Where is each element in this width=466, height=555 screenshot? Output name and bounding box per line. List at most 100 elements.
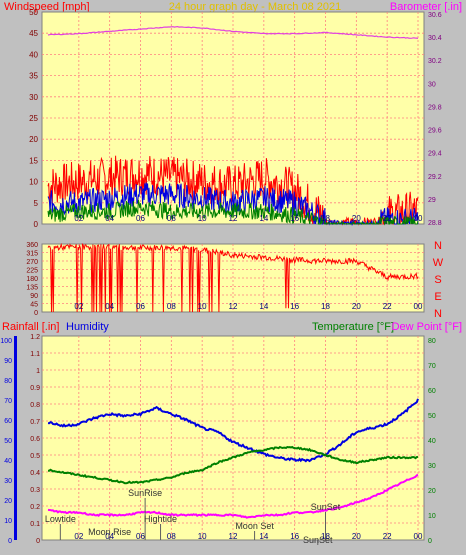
dir-y-tick-label: 135 xyxy=(26,285,38,292)
baro-y-tick-label: 30.4 xyxy=(428,35,442,42)
rain-y-tick-label: 1.1 xyxy=(30,351,40,358)
rain-y-tick-label: 0.5 xyxy=(30,453,40,460)
baro-y-tick-label: 30.6 xyxy=(428,12,442,19)
wind-series-green-line xyxy=(47,199,419,226)
humidity-y-tick-label: 50 xyxy=(4,438,12,445)
event-label: SunSet xyxy=(311,502,341,512)
wind-y-tick-label: 30 xyxy=(29,93,38,102)
dir-y-tick-label: 0 xyxy=(34,310,38,317)
bottom-x-tick-label: 00 xyxy=(414,532,423,541)
humidity-axis-label: Humidity xyxy=(66,321,109,333)
baro-y-tick-label: 30.2 xyxy=(428,58,442,65)
blue-humidity-line xyxy=(47,398,419,463)
rain-y-tick-label: 0.6 xyxy=(30,436,40,443)
rain-y-tick-label: 0.9 xyxy=(30,385,40,392)
dewpoint-axis-label: Dew Point [°F] xyxy=(392,321,462,333)
rain-y-tick-label: 0 xyxy=(36,538,40,545)
event-label: SunSet xyxy=(303,535,333,545)
dir-y-tick-label: 360 xyxy=(26,242,38,249)
humidity-y-tick-label: 100 xyxy=(0,338,12,345)
humidity-y-tick-label: 60 xyxy=(4,418,12,425)
bottom-x-tick-label: 04 xyxy=(105,532,114,541)
event-label: Hightide xyxy=(144,514,177,524)
temp-y-tick-label: 20 xyxy=(428,488,436,495)
wind-series-blue-line xyxy=(47,182,419,226)
bottom-x-tick-label: 02 xyxy=(74,532,83,541)
rain-y-tick-label: 1.2 xyxy=(30,334,40,341)
dir-x-tick-label: 14 xyxy=(259,302,268,311)
humidity-y-tick-label: 80 xyxy=(4,378,12,385)
dir-x-tick-label: 18 xyxy=(321,302,330,311)
wind-y-tick-label: 45 xyxy=(29,29,38,38)
bottom-x-tick-label: 22 xyxy=(383,532,392,541)
compass-label: S xyxy=(434,274,441,286)
wind-x-tick-label: 04 xyxy=(105,214,114,223)
compass-label: N xyxy=(434,308,442,320)
wind-x-tick-label: 00 xyxy=(414,214,423,223)
bottom-x-tick-label: 06 xyxy=(136,532,145,541)
wind-y-tick-label: 35 xyxy=(29,72,38,81)
wind-x-tick-label: 08 xyxy=(167,214,176,223)
compass-label: N xyxy=(434,240,442,252)
event-label: SunRise xyxy=(128,488,162,498)
bottom-x-tick-label: 10 xyxy=(198,532,207,541)
temp-y-tick-label: 40 xyxy=(428,438,436,445)
baro-y-tick-label: 28.8 xyxy=(428,220,442,227)
humidity-y-tick-label: 30 xyxy=(4,478,12,485)
event-label: Moon Rise xyxy=(88,527,131,537)
event-label: Moon Set xyxy=(235,521,274,531)
wind-x-tick-label: 10 xyxy=(198,214,207,223)
wind-x-tick-label: 06 xyxy=(136,214,145,223)
compass-label: E xyxy=(434,291,441,303)
dir-x-tick-label: 20 xyxy=(352,302,361,311)
humidity-y-tick-label: 0 xyxy=(8,538,12,545)
baro-y-tick-label: 29.6 xyxy=(428,128,442,135)
dir-x-tick-label: 02 xyxy=(74,302,83,311)
wind-x-tick-label: 12 xyxy=(229,214,238,223)
green-temperature-line xyxy=(48,445,419,485)
wind-y-tick-label: 25 xyxy=(29,114,38,123)
rain-y-tick-label: 0.1 xyxy=(30,521,40,528)
windspeed-axis-label: Windspeed [mph] xyxy=(4,1,90,13)
barometer-line xyxy=(47,25,419,39)
wind-y-tick-label: 0 xyxy=(34,220,39,229)
chart-title: 24 hour graph day - March 08 2021 xyxy=(169,1,341,13)
wind-x-tick-label: 02 xyxy=(74,214,83,223)
wind-y-tick-label: 20 xyxy=(29,135,38,144)
dir-x-tick-label: 22 xyxy=(383,302,392,311)
temp-y-tick-label: 70 xyxy=(428,363,436,370)
dir-y-tick-label: 180 xyxy=(26,276,38,283)
wind-direction-line xyxy=(47,242,419,313)
bottom-x-tick-label: 20 xyxy=(352,532,361,541)
bottom-x-tick-label: 16 xyxy=(290,532,299,541)
magenta-dew-point-line xyxy=(47,473,419,519)
temp-y-tick-label: 80 xyxy=(428,338,436,345)
rain-y-tick-label: 1 xyxy=(36,368,40,375)
dir-x-tick-label: 00 xyxy=(414,302,423,311)
baro-y-tick-label: 30 xyxy=(428,81,436,88)
temp-y-tick-label: 50 xyxy=(428,413,436,420)
dir-x-tick-label: 06 xyxy=(136,302,145,311)
wind-y-tick-label: 50 xyxy=(29,8,38,17)
rainfall-axis-label: Rainfall [.in] xyxy=(2,321,59,333)
wind-y-tick-label: 5 xyxy=(34,199,39,208)
temperature-axis-label: Temperature [°F] xyxy=(312,321,394,333)
dir-x-tick-label: 10 xyxy=(198,302,207,311)
wind-x-tick-label: 20 xyxy=(352,214,361,223)
rain-y-tick-label: 0.8 xyxy=(30,402,40,409)
rain-y-tick-label: 0.4 xyxy=(30,470,40,477)
humidity-y-tick-label: 90 xyxy=(4,358,12,365)
wind-x-tick-label: 18 xyxy=(321,214,330,223)
bottom-x-tick-label: 14 xyxy=(259,532,268,541)
compass-label: W xyxy=(433,257,444,269)
temp-y-tick-label: 10 xyxy=(428,513,436,520)
bottom-x-tick-label: 08 xyxy=(167,532,176,541)
dir-y-tick-label: 90 xyxy=(30,293,38,300)
humidity-axis-bar xyxy=(14,336,17,540)
humidity-y-tick-label: 40 xyxy=(4,458,12,465)
temp-y-tick-label: 0 xyxy=(428,538,432,545)
rain-y-tick-label: 0.7 xyxy=(30,419,40,426)
rain-y-tick-label: 0.2 xyxy=(30,504,40,511)
baro-y-tick-label: 29.4 xyxy=(428,151,442,158)
